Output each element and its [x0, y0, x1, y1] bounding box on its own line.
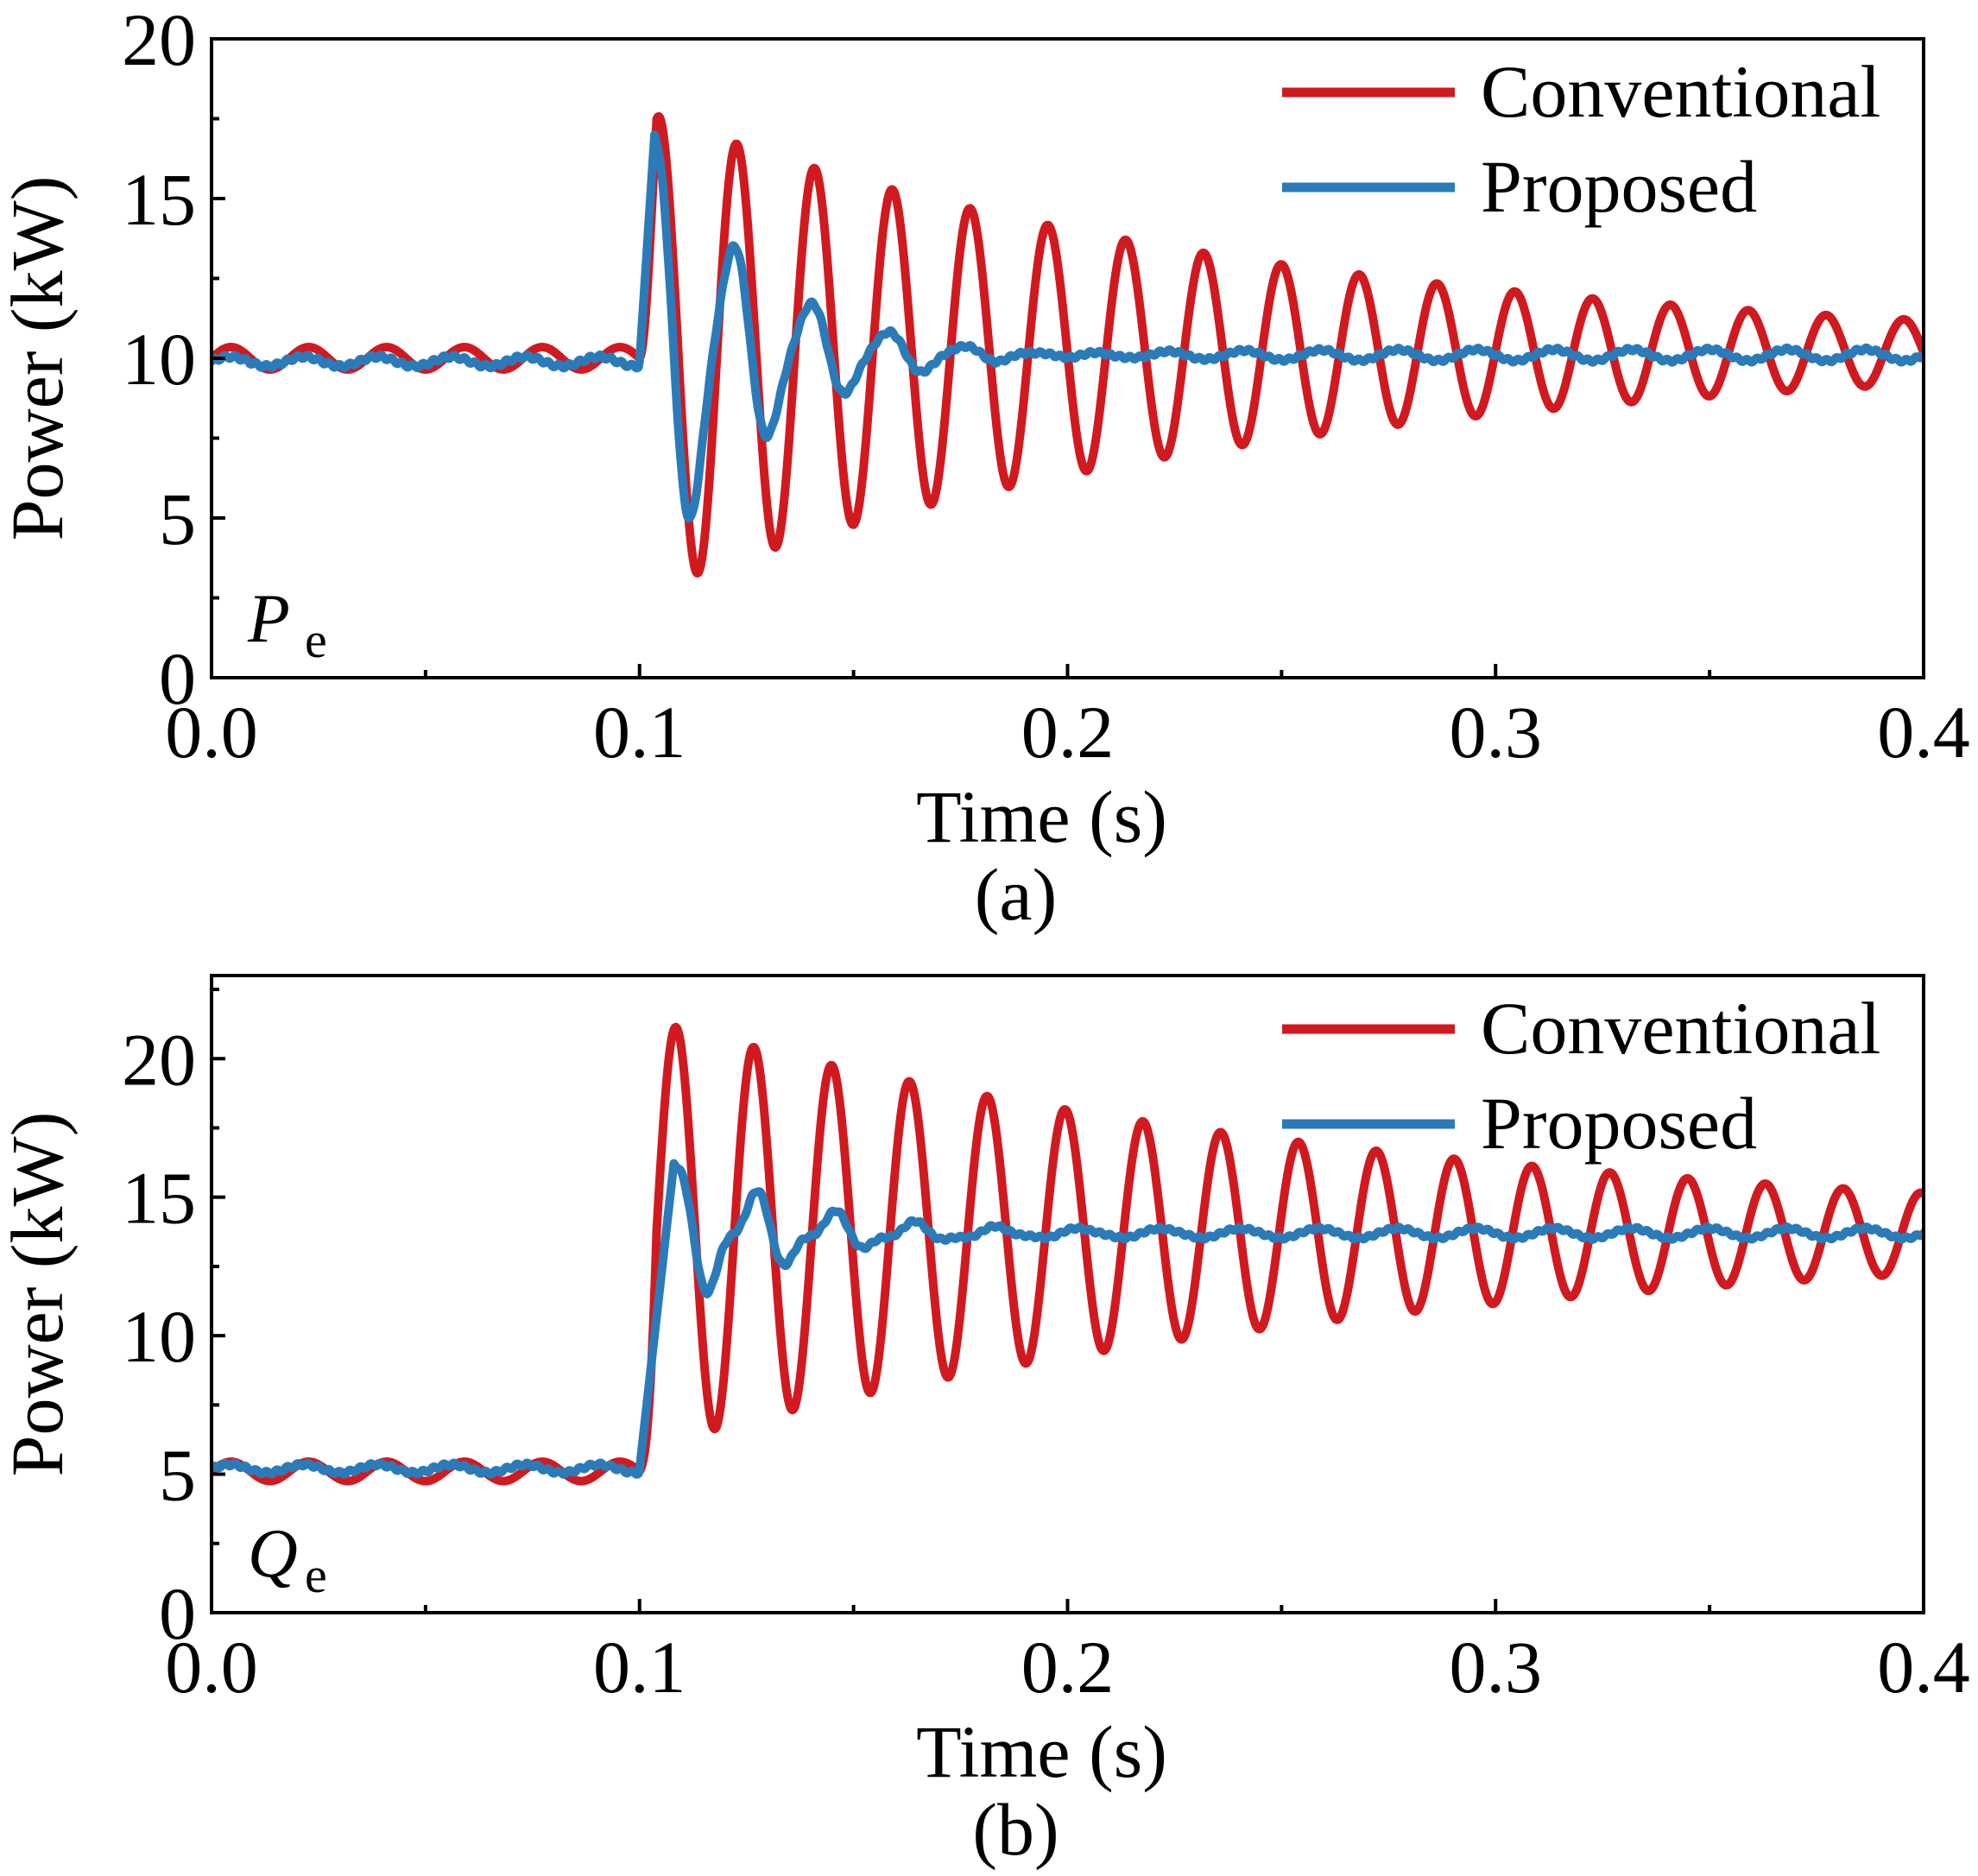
panel-a-y-tick-label: 10 [122, 318, 196, 401]
panel-b-y-tick-label: 5 [159, 1434, 196, 1517]
panel-a: 0.0 0.1 0.2 0.3 0.4 0 5 10 15 20 Power (kW) Time … [0, 0, 1970, 936]
panel-b-y-tick-label: 15 [122, 1157, 196, 1240]
panel-b-ticks [210, 988, 1925, 1614]
panel-a-ticks [210, 37, 1925, 679]
panel-b-x-tick-label: 0.2 [1021, 1626, 1115, 1709]
panel-b-y-tick-label: 10 [122, 1295, 196, 1378]
panel-a-y-tick-label: 0 [159, 637, 196, 720]
panel-a-legend-label-proposed: Proposed [1481, 145, 1757, 228]
panel-b-x-tick-label: 0.0 [165, 1626, 258, 1709]
panel-a-series-proposed-line [212, 130, 1924, 523]
panel-a-y-axis-title: Power (kW) [0, 176, 79, 541]
panel-a-x-tick-label: 0.2 [1021, 691, 1115, 774]
panel-a-tick-labels: 0.0 0.1 0.2 0.3 0.4 0 5 10 15 20 [122, 0, 1970, 774]
panel-a-caption: (a) [975, 853, 1057, 936]
panel-b-y-tick-label: 0 [159, 1572, 196, 1655]
panel-b-signal-symbol: Q [248, 1516, 298, 1592]
panel-b-legend-label-conventional: Conventional [1481, 987, 1880, 1070]
panel-a-y-tick-label: 5 [159, 477, 196, 560]
panel-a-y-tick-label: 20 [122, 0, 196, 81]
panel-a-curves [212, 111, 1924, 578]
panel-a-x-tick-label: 0.1 [593, 691, 686, 774]
panel-b-plot-frame [210, 974, 1925, 1614]
panel-b-series-conventional-line [212, 1022, 1924, 1486]
panel-b-legend-label-proposed: Proposed [1481, 1082, 1757, 1165]
panel-b-y-axis-title: Power (kW) [0, 1112, 79, 1477]
panel-b-caption: (b) [972, 1788, 1059, 1871]
panel-a-x-axis-title: Time (s) [916, 775, 1167, 858]
panel-b-signal-subscript: e [305, 1547, 327, 1603]
panel-b-series-proposed-line [212, 1159, 1924, 1479]
panel-b-legend: Conventional Proposed [1282, 987, 1880, 1165]
panel-b-x-tick-label: 0.1 [593, 1626, 686, 1709]
panel-a-x-tick-label: 0.4 [1877, 691, 1970, 774]
panel-a-legend: Conventional Proposed [1282, 50, 1880, 228]
panel-b-curves [212, 1022, 1924, 1486]
panel-a-x-tick-label: 0.0 [165, 691, 258, 774]
panel-b-y-tick-label: 20 [122, 1018, 196, 1101]
panel-b-signal-label: Q e [248, 1516, 327, 1603]
panel-b: 0.0 0.1 0.2 0.3 0.4 0 5 10 15 20 Power (kW) Time … [0, 974, 1970, 1871]
panel-b-tick-labels: 0.0 0.1 0.2 0.3 0.4 0 5 10 15 20 [122, 1018, 1970, 1709]
panel-a-signal-symbol: P [247, 581, 290, 657]
panel-a-signal-label: P e [247, 581, 327, 668]
panel-a-legend-label-conventional: Conventional [1481, 50, 1880, 133]
panel-b-x-axis-title: Time (s) [916, 1710, 1167, 1793]
panel-b-x-tick-label: 0.3 [1450, 1626, 1543, 1709]
panel-a-y-tick-label: 15 [122, 158, 196, 241]
panel-a-x-tick-label: 0.3 [1450, 691, 1543, 774]
panel-b-x-tick-label: 0.4 [1877, 1626, 1970, 1709]
panel-a-signal-subscript: e [305, 612, 327, 668]
